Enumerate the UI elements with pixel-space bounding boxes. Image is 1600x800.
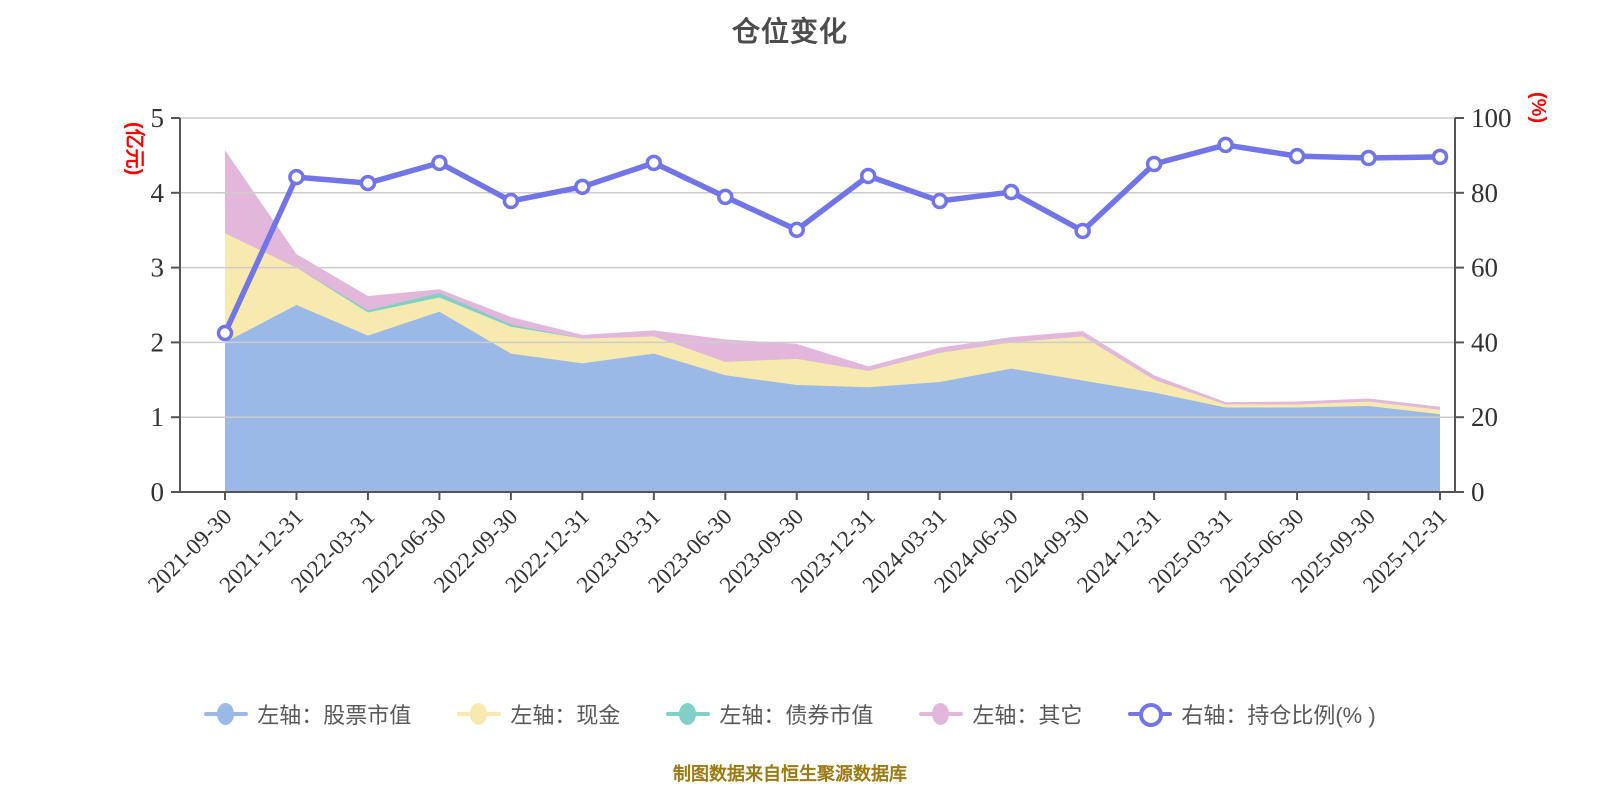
ratio-point xyxy=(1145,155,1163,173)
right-axis-unit: (%) xyxy=(1527,92,1549,123)
ratio-point xyxy=(859,167,877,185)
ratio-point xyxy=(1288,147,1306,165)
ratio-point xyxy=(288,168,305,186)
ratio-line xyxy=(222,142,1443,336)
legend-item-ratio[interactable]: 右轴：持仓比例(% ) xyxy=(1128,698,1376,730)
svg-text:40: 40 xyxy=(1471,327,1498,357)
legend-label-bond: 左轴：债券市值 xyxy=(719,703,874,728)
x-axis-labels: 2021-09-302021-12-312022-03-312022-06-30… xyxy=(143,492,1452,597)
ratio-point xyxy=(431,154,448,172)
svg-text:1: 1 xyxy=(151,402,165,432)
ratio-point xyxy=(717,188,734,206)
other-series-icon xyxy=(919,701,964,727)
ratio-point xyxy=(216,324,234,342)
ratio-point xyxy=(788,221,806,239)
legend-label-stock: 左轴：股票市值 xyxy=(257,703,412,728)
axes: 0 1 2 3 4 5 0 20 40 60 80 100 xyxy=(151,103,1512,507)
ratio-point xyxy=(1431,148,1449,166)
svg-text:80: 80 xyxy=(1471,178,1498,208)
bond-series-icon xyxy=(666,701,711,727)
ratio-series-icon xyxy=(1128,701,1173,727)
left-axis-unit: (亿元) xyxy=(123,122,147,175)
chart-canvas: 0 1 2 3 4 5 0 20 40 60 80 100 2021-09-302021-12-3120… xyxy=(123,92,1549,597)
legend-item-stock[interactable]: 左轴：股票市值 xyxy=(204,698,411,730)
chart-title: 仓位变化 xyxy=(731,16,848,47)
ratio-point xyxy=(645,154,663,172)
ratio-point xyxy=(359,174,377,192)
ratio-point xyxy=(931,192,948,210)
ratio-point xyxy=(1074,222,1091,240)
legend-item-other[interactable]: 左轴：其它 xyxy=(919,698,1082,730)
svg-text:2: 2 xyxy=(151,327,165,357)
stock-series-icon xyxy=(204,701,249,727)
legend-label-ratio: 右轴：持仓比例(% ) xyxy=(1181,703,1376,728)
gridlines xyxy=(180,117,1455,418)
legend-item-cash[interactable]: 左轴：现金 xyxy=(457,698,620,730)
legend-label-cash: 左轴：现金 xyxy=(510,703,621,728)
svg-text:0: 0 xyxy=(151,477,165,507)
chart-legend: 左轴：股票市值 左轴：现金 左轴：债券市值 左轴：其它 右轴：持仓比例(% ) xyxy=(0,698,1580,730)
legend-item-bond[interactable]: 左轴：债券市值 xyxy=(666,698,873,730)
svg-text:0: 0 xyxy=(1471,477,1485,507)
ratio-point xyxy=(1217,136,1234,154)
svg-text:60: 60 xyxy=(1471,253,1498,283)
svg-text:100: 100 xyxy=(1471,103,1512,133)
stacked-areas xyxy=(225,150,1440,492)
legend-label-other: 左轴：其它 xyxy=(972,703,1083,728)
ratio-line-series xyxy=(216,136,1449,342)
ratio-point xyxy=(1360,149,1377,167)
data-source-note: 制图数据来自恒生聚源数据库 xyxy=(673,764,907,784)
stock-area xyxy=(225,305,1440,492)
svg-text:4: 4 xyxy=(151,178,165,208)
svg-text:3: 3 xyxy=(151,253,165,283)
svg-text:5: 5 xyxy=(151,103,165,133)
svg-text:20: 20 xyxy=(1471,402,1498,432)
ratio-point xyxy=(502,192,520,210)
ratio-point xyxy=(1002,183,1020,201)
cash-series-icon xyxy=(457,701,502,727)
ratio-point xyxy=(574,178,591,196)
